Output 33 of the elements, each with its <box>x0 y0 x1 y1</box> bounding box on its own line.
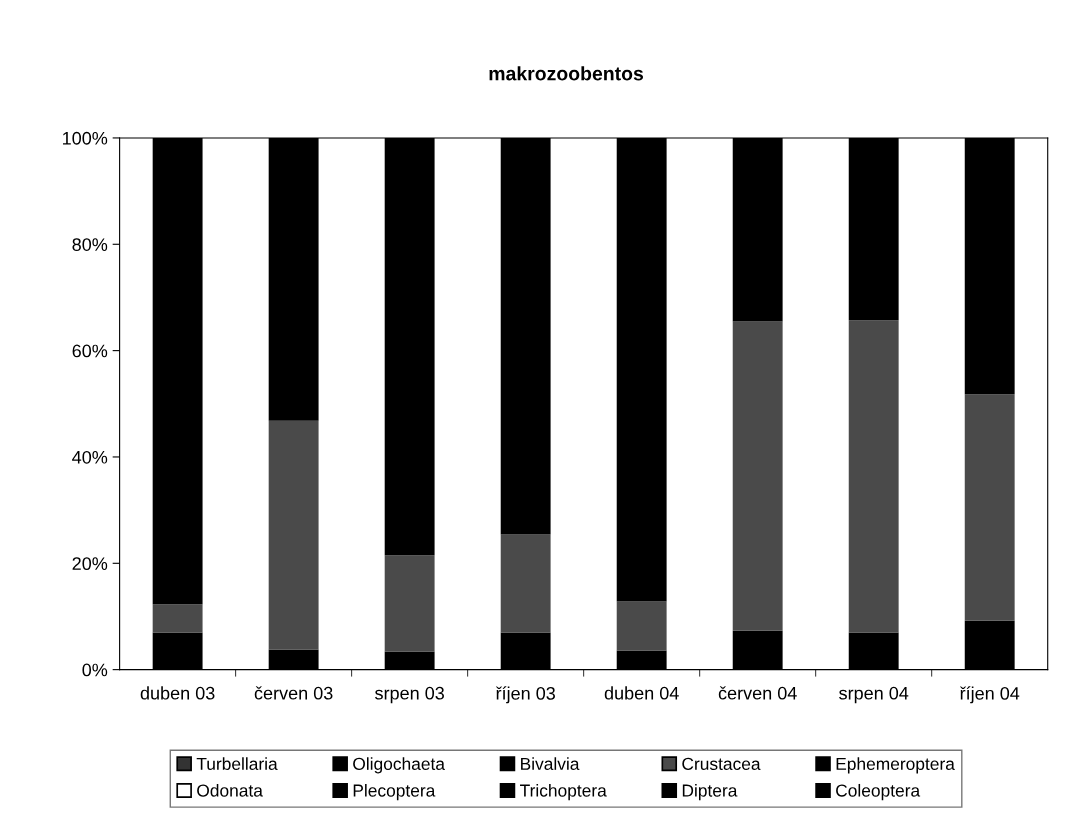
bar <box>848 320 899 633</box>
legend-label: Ephemeroptera <box>836 757 955 774</box>
bar <box>500 534 551 633</box>
legend-label: Coleoptera <box>836 783 921 801</box>
x-tick-label: srpen 03 <box>375 686 444 704</box>
x-tick-label: říjen 03 <box>496 686 555 704</box>
x-tick-label: duben 04 <box>604 686 679 700</box>
legend-label: Turbellaria <box>196 757 278 770</box>
bar <box>964 394 1015 621</box>
bar <box>152 604 203 633</box>
y-tick-label: 40% <box>72 450 108 464</box>
legend-label: Plecoptera <box>353 783 436 801</box>
x-tick-label: červen 03 <box>254 686 333 700</box>
x-tick-label: srpen 04 <box>839 686 909 704</box>
legend-label: Bivalvia <box>521 757 580 770</box>
legend-label: Diptera <box>682 783 738 801</box>
y-tick-label: 60% <box>72 344 108 358</box>
y-tick-label: 20% <box>72 557 108 571</box>
legend-label: Odonata <box>197 783 263 797</box>
bar <box>732 321 783 631</box>
y-tick-label: 0% <box>82 663 108 677</box>
bar <box>616 601 667 651</box>
chart-title: makrozoobentos <box>489 66 644 81</box>
legend-label: Crustacea <box>682 757 761 770</box>
bar <box>384 555 435 652</box>
y-tick-label: 100% <box>63 131 108 145</box>
legend-label: Oligochaeta <box>353 757 445 774</box>
y-tick-label: 80% <box>72 238 108 251</box>
legend-label: Trichoptera <box>520 783 607 801</box>
x-tick-label: duben 03 <box>140 686 215 700</box>
x-tick-label: červen 04 <box>718 686 797 700</box>
x-tick-label: říjen 04 <box>960 686 1020 704</box>
bar <box>268 420 319 650</box>
